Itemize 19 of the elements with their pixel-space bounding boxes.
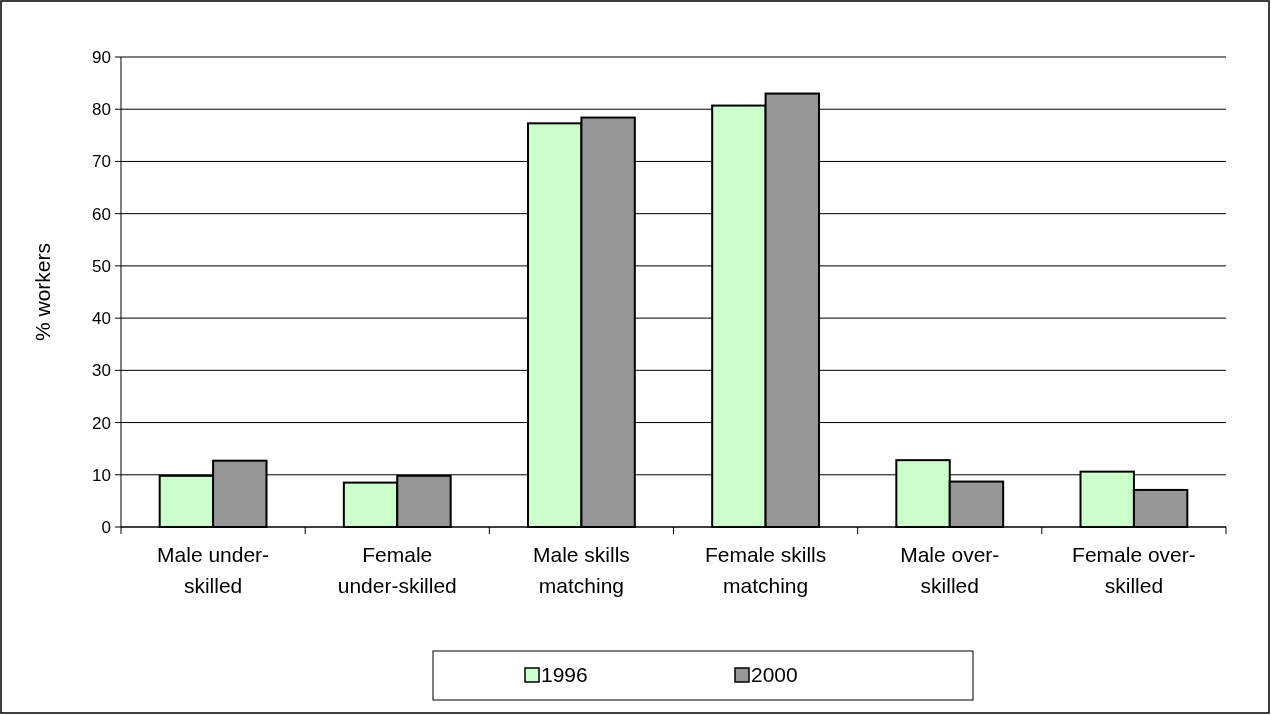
y-tick-label: 10 [92, 465, 111, 485]
x-tick-label: Female under-skilled [337, 543, 457, 597]
y-tick-label: 50 [92, 256, 111, 276]
y-tick-label: 20 [92, 413, 111, 433]
x-tick-label: Female skills matching [704, 543, 827, 597]
y-axis-title: % workers [31, 242, 54, 342]
y-tick-label: 80 [92, 100, 111, 120]
x-tick-label: Male under- skilled [157, 543, 270, 597]
x-tick-label: Female over- skilled [1072, 543, 1196, 597]
y-tick-label: 40 [92, 309, 111, 329]
x-tick-label: Male skills matching [532, 543, 630, 597]
y-tick-label: 60 [92, 204, 111, 224]
x-tick-label: Male over- skilled [900, 543, 1000, 597]
legend-label: 2000 [751, 663, 798, 687]
y-tick-label: 90 [92, 47, 111, 67]
y-tick-label: 30 [92, 361, 111, 381]
legend-label: 1996 [541, 663, 588, 687]
y-tick-label: 0 [101, 517, 111, 537]
y-tick-label: 70 [92, 152, 111, 172]
